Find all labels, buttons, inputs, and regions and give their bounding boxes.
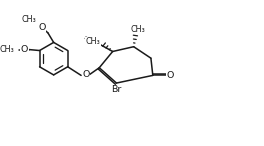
Text: O: O bbox=[82, 70, 89, 79]
Text: CH₃: CH₃ bbox=[0, 45, 15, 54]
Text: O: O bbox=[39, 23, 46, 32]
Text: CH₃: CH₃ bbox=[130, 25, 145, 34]
Text: CH₃: CH₃ bbox=[22, 15, 36, 24]
Text: O: O bbox=[166, 71, 174, 80]
Text: Br: Br bbox=[111, 85, 122, 94]
Text: O: O bbox=[21, 45, 28, 54]
Text: CH₃: CH₃ bbox=[86, 37, 100, 46]
